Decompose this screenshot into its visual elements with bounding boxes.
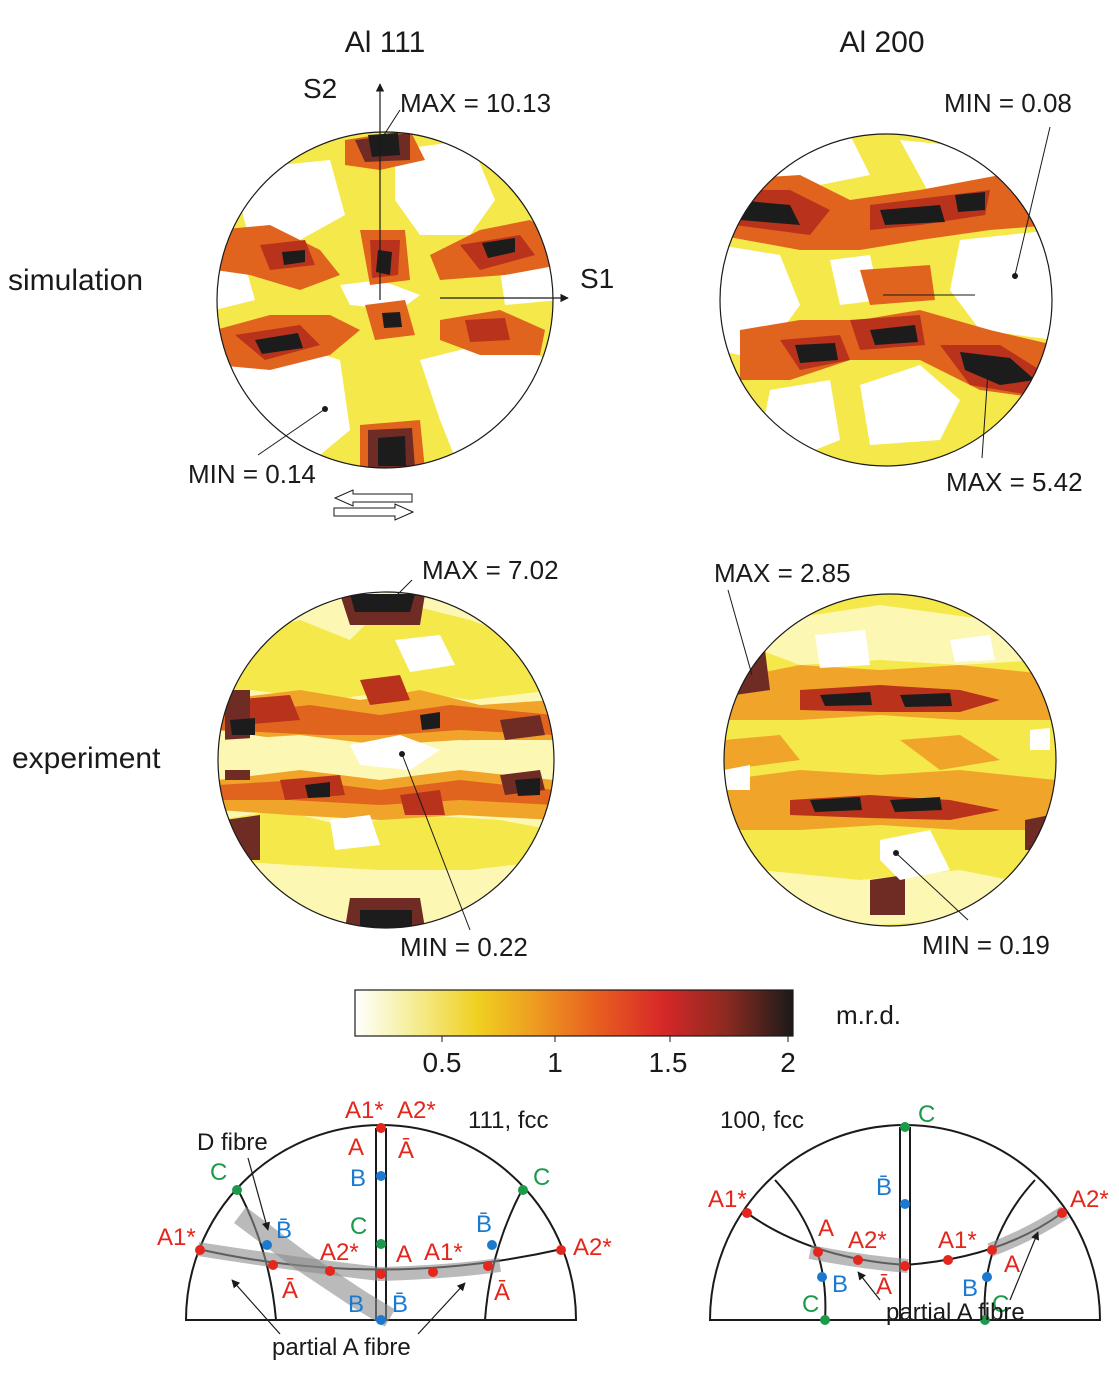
- s111-label-a2star-center: A2*: [320, 1239, 359, 1266]
- exp200-max-label: MAX = 2.85: [714, 558, 851, 588]
- s100-label-c-left: C: [802, 1291, 819, 1318]
- s2-axis-label: S2: [303, 73, 337, 104]
- column-title-al200: Al 200: [839, 26, 924, 59]
- pole-figure-exp-al111: MAX = 7.02 MIN = 0.22: [217, 555, 559, 962]
- s100-label-a1star-left: A1*: [708, 1186, 747, 1213]
- s111-d-fibre-label: D fibre: [197, 1129, 268, 1156]
- s111-label-a-top: A: [348, 1134, 364, 1161]
- s100-label-a1star-center: A1*: [938, 1227, 977, 1254]
- s111-label-c-left: C: [210, 1159, 227, 1186]
- s111-partial-a-fibre-label: partial A fibre: [272, 1334, 411, 1361]
- s111-label-a1star-left: A1*: [157, 1224, 196, 1251]
- s100-label-a2star-center: A2*: [848, 1227, 887, 1254]
- s100-label-a2star-right: A2*: [1070, 1186, 1109, 1213]
- schematic-100-fcc: C B̄ A1* A2* A A2* A1* A B B C C Ā 100, …: [708, 1101, 1109, 1326]
- s100-partial-a-fibre-label: partial A fibre: [886, 1299, 1025, 1326]
- s111-label-bbar-right: B̄: [476, 1211, 492, 1238]
- s1-axis-label: S1: [580, 263, 614, 294]
- colorbar-tick-2: 2: [780, 1047, 796, 1078]
- exp111-max-label: MAX = 7.02: [422, 555, 559, 585]
- s100-label-b-left: B: [832, 1271, 848, 1298]
- s100-label-a-left: A: [818, 1215, 834, 1242]
- schematic-111-fcc: A1* A2* A Ā B C C C B̄ B̄ A1* A2* A2* A …: [157, 1097, 612, 1361]
- s111-label-c-mid: C: [350, 1213, 367, 1240]
- sim111-min-label: MIN = 0.14: [188, 459, 316, 489]
- pole-figure-sim-al111: S2 S1 MAX = 10.13 MIN = 0.14: [188, 73, 614, 521]
- column-title-al111: Al 111: [345, 26, 426, 59]
- s111-label-a-center: A: [396, 1241, 412, 1268]
- s111-label-abar-left: Ā: [282, 1277, 298, 1304]
- exp200-min-label: MIN = 0.19: [922, 930, 1050, 960]
- sim111-max-label: MAX = 10.13: [400, 88, 551, 118]
- s111-label-c-right: C: [533, 1164, 550, 1191]
- sim200-max-label: MAX = 5.42: [946, 467, 1083, 497]
- s111-label-a2star-top: A2*: [397, 1097, 436, 1124]
- colorbar-tick-1-5: 1.5: [649, 1047, 688, 1078]
- s100-title: 100, fcc: [720, 1107, 804, 1134]
- s111-label-bbar-bottom: B̄: [392, 1291, 408, 1318]
- s111-label-b-mid: B: [350, 1165, 366, 1192]
- colorbar-tick-1: 1: [547, 1047, 563, 1078]
- s111-label-a2star-right: A2*: [573, 1234, 612, 1261]
- s111-label-abar-top: Ā: [398, 1137, 414, 1164]
- pole-figure-sim-al200: MIN = 0.08 MAX = 5.42: [719, 88, 1083, 497]
- s100-label-bbar-mid: B̄: [876, 1174, 892, 1201]
- s100-label-c-top: C: [918, 1101, 935, 1128]
- row-label-experiment: experiment: [12, 742, 161, 775]
- s111-title: 111, fcc: [468, 1107, 548, 1134]
- pole-figure-exp-al200: MAX = 2.85 MIN = 0.19: [714, 558, 1057, 960]
- s111-label-b-bottom: B: [348, 1291, 364, 1318]
- s111-label-a1star-top: A1*: [345, 1097, 384, 1124]
- s100-label-c-right: C: [992, 1291, 1009, 1318]
- s111-label-abar-right: Ā: [494, 1279, 510, 1306]
- row-label-simulation: simulation: [8, 264, 143, 297]
- s111-label-a1star-center: A1*: [424, 1239, 463, 1266]
- s100-label-b-right: B: [962, 1275, 978, 1302]
- s111-label-bbar-left: B̄: [276, 1217, 292, 1244]
- s100-label-a-right: A: [1004, 1251, 1020, 1278]
- exp111-min-label: MIN = 0.22: [400, 932, 528, 962]
- colorbar-unit: m.r.d.: [836, 1000, 901, 1030]
- sim200-min-label: MIN = 0.08: [944, 88, 1072, 118]
- s100-label-abar-center: Ā: [876, 1273, 892, 1300]
- shear-sense-icon: [333, 489, 415, 521]
- colorbar: 0.5 1 1.5 2 m.r.d.: [354, 989, 901, 1078]
- colorbar-tick-0-5: 0.5: [423, 1047, 462, 1078]
